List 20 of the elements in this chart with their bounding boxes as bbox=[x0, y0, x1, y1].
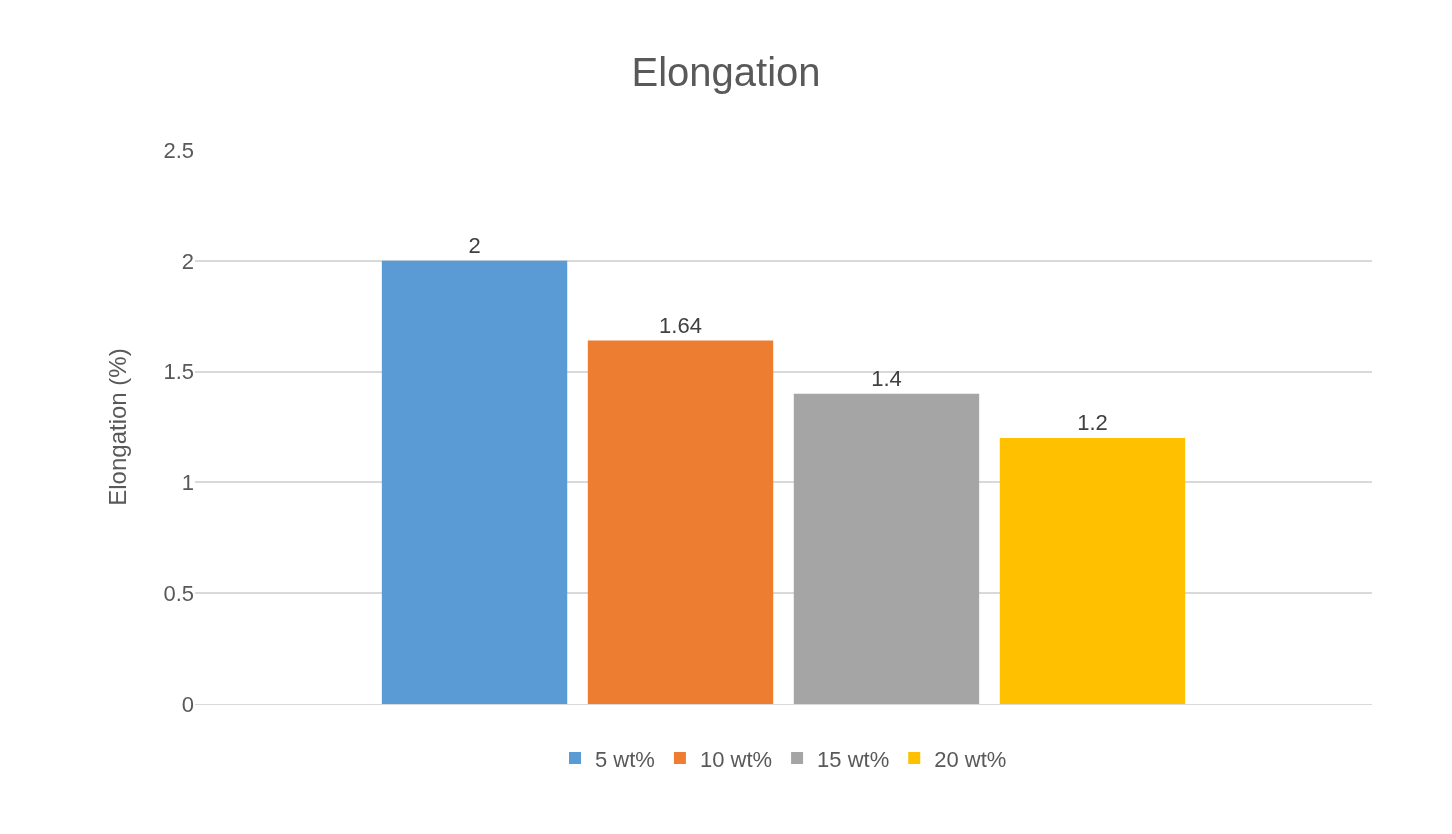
bar bbox=[381, 260, 568, 704]
bar bbox=[587, 340, 774, 704]
y-axis-title: Elongation (%) bbox=[103, 348, 131, 506]
bar bbox=[793, 393, 980, 704]
chart-title: Elongation bbox=[631, 50, 821, 95]
y-tick-label: 2.5 bbox=[163, 137, 194, 163]
data-label: 1.64 bbox=[659, 312, 702, 338]
y-tick-label: 2 bbox=[181, 248, 194, 274]
data-label: 2 bbox=[468, 232, 481, 258]
y-tick-label: 0.5 bbox=[163, 580, 194, 606]
bar bbox=[999, 438, 1186, 704]
legend-label: 15 wt% bbox=[817, 746, 890, 772]
legend-label: 5 wt% bbox=[595, 746, 655, 772]
y-tick-label: 1.5 bbox=[163, 359, 194, 385]
legend-label: 10 wt% bbox=[699, 746, 773, 772]
y-tick-label: 1 bbox=[181, 470, 194, 496]
y-tick-label: 0 bbox=[181, 691, 194, 717]
data-label: 1.4 bbox=[871, 365, 902, 391]
data-label: 1.2 bbox=[1077, 410, 1108, 436]
legend-label: 20 wt% bbox=[934, 746, 1007, 772]
